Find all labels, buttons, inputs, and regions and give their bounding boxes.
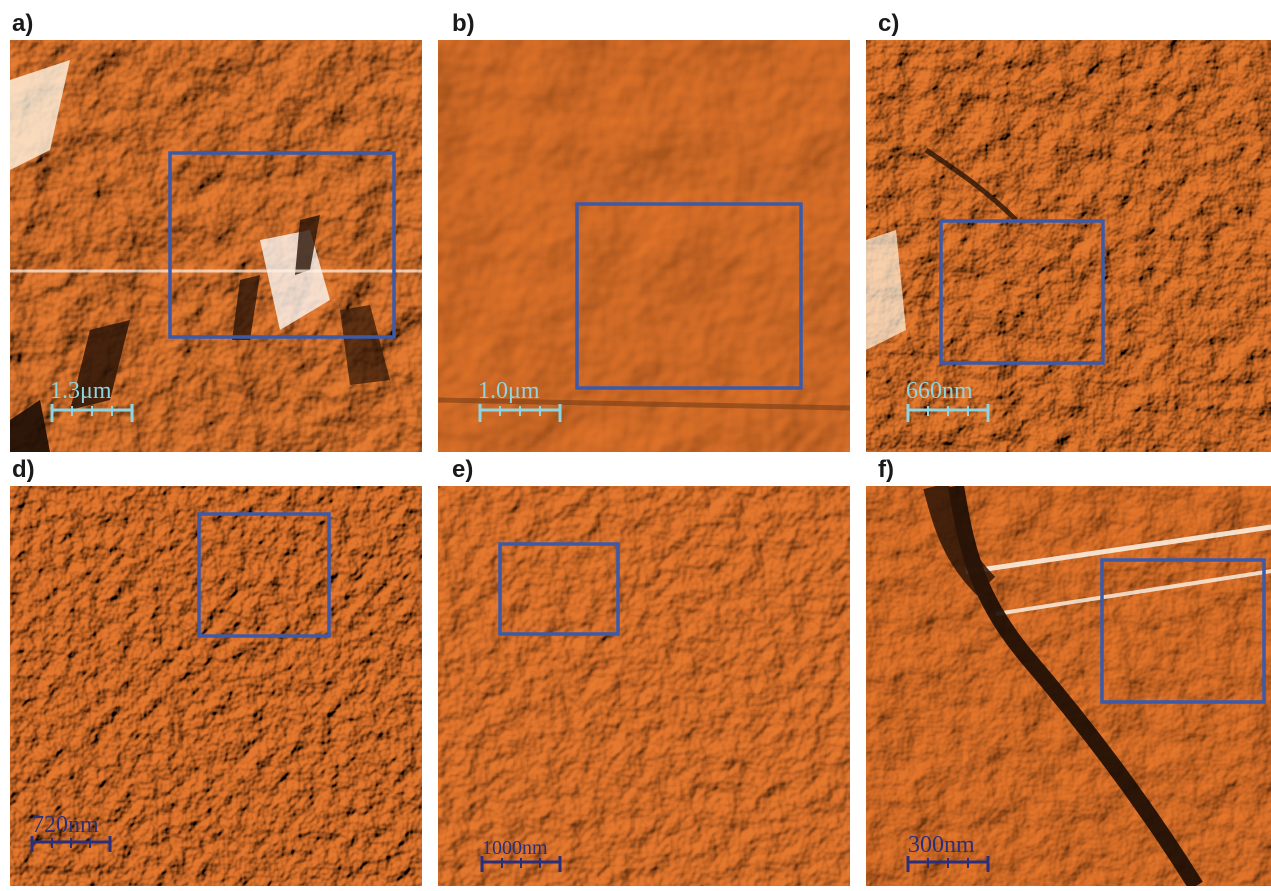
afm-surface-f: 300nm xyxy=(866,486,1271,886)
scale-bar-f: 300nm xyxy=(906,832,990,872)
highlight-box-e xyxy=(498,542,620,636)
afm-image-a: 1.3μm xyxy=(10,40,422,452)
highlight-box-b xyxy=(575,202,803,390)
afm-surface-c: 660nm xyxy=(866,40,1271,452)
panel-label-d: d) xyxy=(12,456,35,483)
panel-label-b: b) xyxy=(452,10,475,37)
afm-surface-e: 1000nm xyxy=(438,486,850,886)
afm-image-c: 660nm xyxy=(866,40,1271,452)
panel-label-c: c) xyxy=(878,10,900,37)
scale-bar-d: 720nm xyxy=(30,812,112,852)
highlight-box-f xyxy=(1100,558,1266,704)
highlight-box-d xyxy=(197,512,331,638)
afm-image-e: 1000nm xyxy=(438,486,850,886)
scale-text-a: 1.3μm xyxy=(50,378,112,404)
panel-label-f: f) xyxy=(878,456,894,483)
scale-bar-c: 660nm xyxy=(906,378,990,422)
scale-bar-e: 1000nm xyxy=(480,837,562,872)
afm-image-b: 1.0μm xyxy=(438,40,850,452)
highlight-box-a xyxy=(168,151,396,339)
scale-bar-b: 1.0μm xyxy=(478,378,562,422)
scale-text-b: 1.0μm xyxy=(478,378,540,404)
highlight-box-c xyxy=(939,219,1105,365)
afm-image-d: 720nm xyxy=(10,486,422,886)
scale-text-e: 1000nm xyxy=(482,837,548,859)
scale-text-c: 660nm xyxy=(906,378,973,404)
scale-text-f: 300nm xyxy=(908,832,975,858)
afm-surface-d: 720nm xyxy=(10,486,422,886)
afm-surface-b: 1.0μm xyxy=(438,40,850,452)
panel-label-e: e) xyxy=(452,456,474,483)
scale-bar-a: 1.3μm xyxy=(50,378,134,422)
afm-image-f: 300nm xyxy=(866,486,1271,886)
panel-label-a: a) xyxy=(12,10,34,37)
scale-text-d: 720nm xyxy=(32,812,99,838)
afm-surface-a: 1.3μm xyxy=(10,40,422,452)
